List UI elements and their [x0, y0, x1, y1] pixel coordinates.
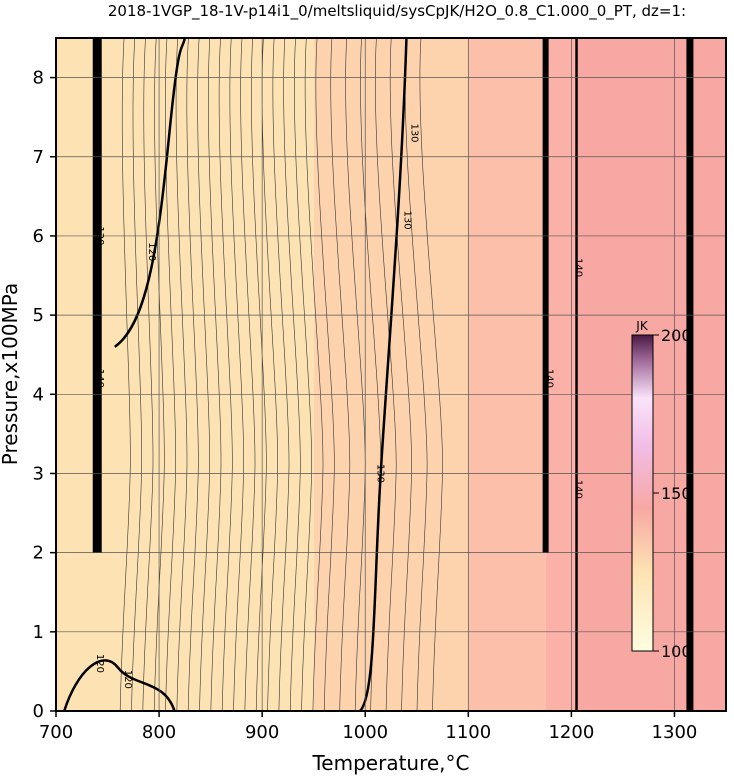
contour-thin-14	[272, 38, 290, 711]
x-axis-title: Temperature,°C	[311, 751, 469, 775]
heatmap-regions	[56, 38, 726, 711]
contour-thin-18	[315, 38, 335, 711]
plot-frame	[55, 37, 727, 712]
x-tick-label-4: 1100	[445, 722, 491, 743]
x-tick-label-6: 1300	[652, 722, 698, 743]
heatmap-region-1	[313, 38, 469, 711]
contour-label-3: 120	[122, 670, 133, 689]
contour-label-6: 130	[409, 123, 420, 142]
chart-title: 2018-1VGP_18-1V-p14i1_0/meltsliquid/sysC…	[108, 2, 686, 21]
contour-thin-23	[389, 38, 412, 711]
colorbar-tick-label-1: 150	[661, 484, 692, 503]
contour-thin-10	[229, 38, 244, 711]
contour-thin-13	[261, 38, 278, 711]
y-tick-label-0: 0	[33, 701, 44, 722]
colorbar-gradient	[631, 334, 654, 652]
contour-thin-19	[330, 38, 351, 711]
contour-heavy-1	[114, 38, 187, 348]
x-tick-label-2: 900	[245, 722, 279, 743]
contour-label-1: 120	[146, 242, 157, 261]
contour-label-10: 140	[573, 480, 584, 499]
contour-thin-24	[404, 38, 428, 711]
contour-thin-1	[131, 38, 142, 711]
grid-lines	[56, 38, 726, 711]
x-tick-label-1: 800	[142, 722, 176, 743]
contour-thin-22	[375, 38, 397, 711]
y-tick-label-2: 2	[33, 543, 44, 564]
contour-thin-2	[142, 38, 154, 711]
contour-thin-6	[186, 38, 199, 711]
contour-thin-3	[153, 38, 165, 711]
colorbar-tick-label-0: 200	[661, 326, 692, 345]
y-tick-label-8: 8	[33, 68, 44, 89]
contour-label-4: 130	[375, 464, 386, 483]
contour-thin-5	[175, 38, 188, 711]
colorbar-ticks: 200 150 100	[653, 326, 692, 661]
y-tick-label-6: 6	[33, 226, 44, 247]
y-tick-label-7: 7	[33, 147, 44, 168]
colorbar: JK 200 150 100	[631, 319, 692, 661]
y-tick-label-1: 1	[33, 622, 44, 643]
contour-label-2: 120	[94, 654, 105, 673]
contour-heavy-2	[359, 38, 408, 711]
contour-label-5: 130	[401, 211, 412, 230]
contour-thin-17	[304, 38, 324, 711]
contour-labels: 120 120 120 120 130 130 130 140 140 140 140	[94, 123, 583, 688]
contour-thin-11	[240, 38, 256, 711]
y-tick-label-5: 5	[33, 305, 44, 326]
x-axis-ticks: 700 800 900 1000 1100 1200 1300	[39, 711, 698, 743]
colorbar-tick-label-2: 100	[661, 642, 692, 661]
contour-label-7: 140	[94, 369, 105, 388]
contour-label-8: 140	[544, 369, 555, 388]
contour-thin-7	[197, 38, 210, 711]
contour-heavy-0	[63, 659, 176, 711]
contour-thin-12	[251, 38, 267, 711]
contour-thin-15	[283, 38, 301, 711]
contour-label-9: 140	[573, 258, 584, 277]
y-tick-label-4: 4	[33, 384, 44, 405]
contour-label-0: 120	[94, 226, 105, 245]
contour-thin-0	[119, 38, 131, 711]
colorbar-unit: JK	[635, 319, 649, 333]
y-axis-ticks: 0 1 2 3 4 5 6 7 8	[33, 68, 56, 722]
x-tick-label-3: 1000	[342, 722, 388, 743]
y-axis-title: Pressure,x100MPa	[0, 283, 22, 465]
contour-lines	[63, 38, 694, 711]
contour-thin-16	[294, 38, 312, 711]
x-tick-label-5: 1200	[548, 722, 594, 743]
heatmap-region-2	[468, 38, 546, 711]
contour-thin-9	[218, 38, 233, 711]
x-tick-label-0: 700	[39, 722, 73, 743]
contour-thin-8	[208, 38, 222, 711]
contour-thin-25	[419, 38, 443, 711]
y-tick-label-3: 3	[33, 463, 44, 484]
